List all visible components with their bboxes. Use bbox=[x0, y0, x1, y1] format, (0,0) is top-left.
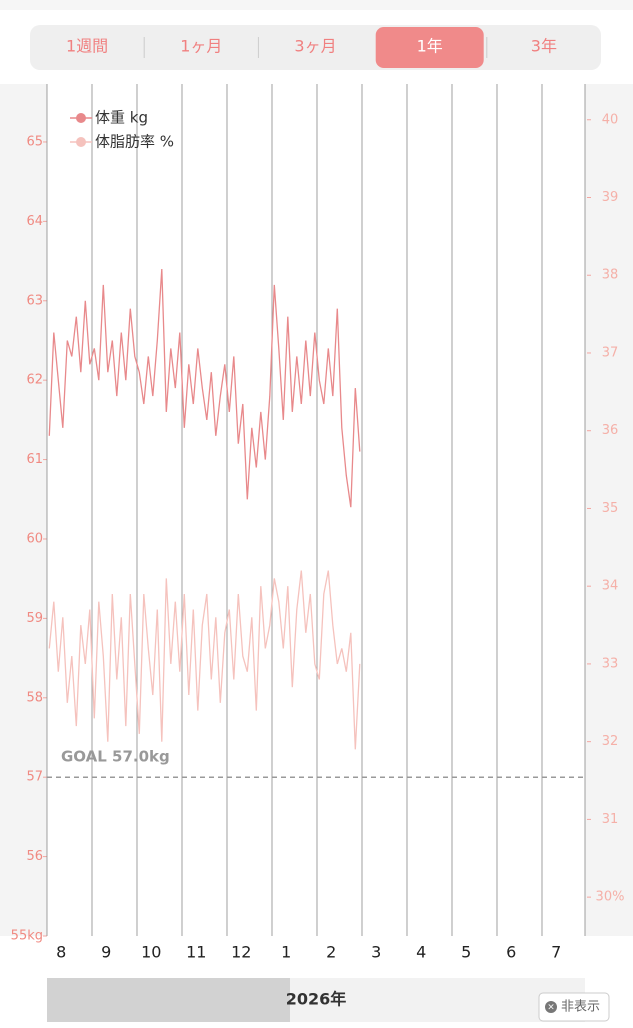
y-tick-label: 62 bbox=[26, 373, 43, 388]
x-tick-label: 1 bbox=[281, 943, 291, 962]
goal-label: GOAL 57.0kg bbox=[61, 748, 170, 766]
chart: 55kg5657585960616263646530%3132333435363… bbox=[11, 84, 625, 962]
tab[interactable]: 1年 bbox=[417, 37, 443, 56]
tab[interactable]: 3ヶ月 bbox=[294, 37, 336, 56]
y2-tick-label: 36 bbox=[602, 423, 619, 438]
x-tick-label: 11 bbox=[186, 943, 206, 962]
hide-icon-x: × bbox=[547, 1003, 555, 1013]
x-tick-label: 10 bbox=[141, 943, 161, 962]
legend-dot bbox=[76, 113, 86, 123]
x-tick-label: 5 bbox=[461, 943, 471, 962]
plot-area bbox=[47, 84, 585, 936]
y-tick-label: 61 bbox=[26, 452, 43, 467]
series-line bbox=[48, 268, 361, 508]
tab[interactable]: 1ヶ月 bbox=[180, 37, 222, 56]
y2-tick-label: 34 bbox=[602, 579, 619, 594]
x-tick-label: 8 bbox=[56, 943, 66, 962]
series-line bbox=[48, 570, 361, 750]
y2-tick-label: 30% bbox=[596, 890, 625, 905]
y2-tick-label: 35 bbox=[602, 501, 619, 516]
x-tick-label: 2 bbox=[326, 943, 336, 962]
tab[interactable]: 1週間 bbox=[66, 37, 108, 56]
y2-tick-label: 37 bbox=[602, 345, 619, 360]
hide-icon bbox=[545, 1001, 557, 1013]
y2-tick-label: 32 bbox=[602, 734, 619, 749]
x-tick-label: 7 bbox=[551, 943, 561, 962]
y-tick-label: 56 bbox=[26, 849, 43, 864]
y2-tick-label: 40 bbox=[602, 112, 619, 127]
y2-tick-label: 33 bbox=[602, 656, 619, 671]
tab[interactable]: 3年 bbox=[531, 37, 557, 56]
scrollbar-thumb[interactable] bbox=[47, 978, 290, 1022]
y-tick-label: 57 bbox=[26, 770, 43, 785]
tab-active-bg bbox=[375, 27, 484, 68]
x-tick-label: 6 bbox=[506, 943, 516, 962]
y-tick-label: 55kg bbox=[11, 929, 43, 944]
scroll-label: 2026年 bbox=[286, 990, 347, 1009]
y2-tick-label: 38 bbox=[602, 268, 619, 283]
x-tick-label: 9 bbox=[101, 943, 111, 962]
y2-tick-label: 31 bbox=[602, 812, 619, 827]
legend-dot bbox=[76, 137, 86, 147]
y-tick-label: 65 bbox=[26, 134, 43, 149]
hide-button[interactable] bbox=[538, 992, 610, 1022]
y-tick-label: 60 bbox=[26, 531, 43, 546]
y2-tick-label: 39 bbox=[602, 190, 619, 205]
x-tick-label: 3 bbox=[371, 943, 381, 962]
hide-button-label[interactable]: 非表示 bbox=[561, 1000, 600, 1015]
y-tick-label: 59 bbox=[26, 611, 43, 626]
y-tick-label: 58 bbox=[26, 690, 43, 705]
top-strip bbox=[0, 0, 633, 10]
legend-label: 体重 kg bbox=[95, 109, 148, 127]
y-tick-label: 63 bbox=[26, 293, 43, 308]
legend-label: 体脂肪率 % bbox=[95, 133, 174, 151]
y-tick-label: 64 bbox=[26, 214, 43, 229]
x-tick-label: 4 bbox=[416, 943, 426, 962]
x-tick-label: 12 bbox=[231, 943, 251, 962]
